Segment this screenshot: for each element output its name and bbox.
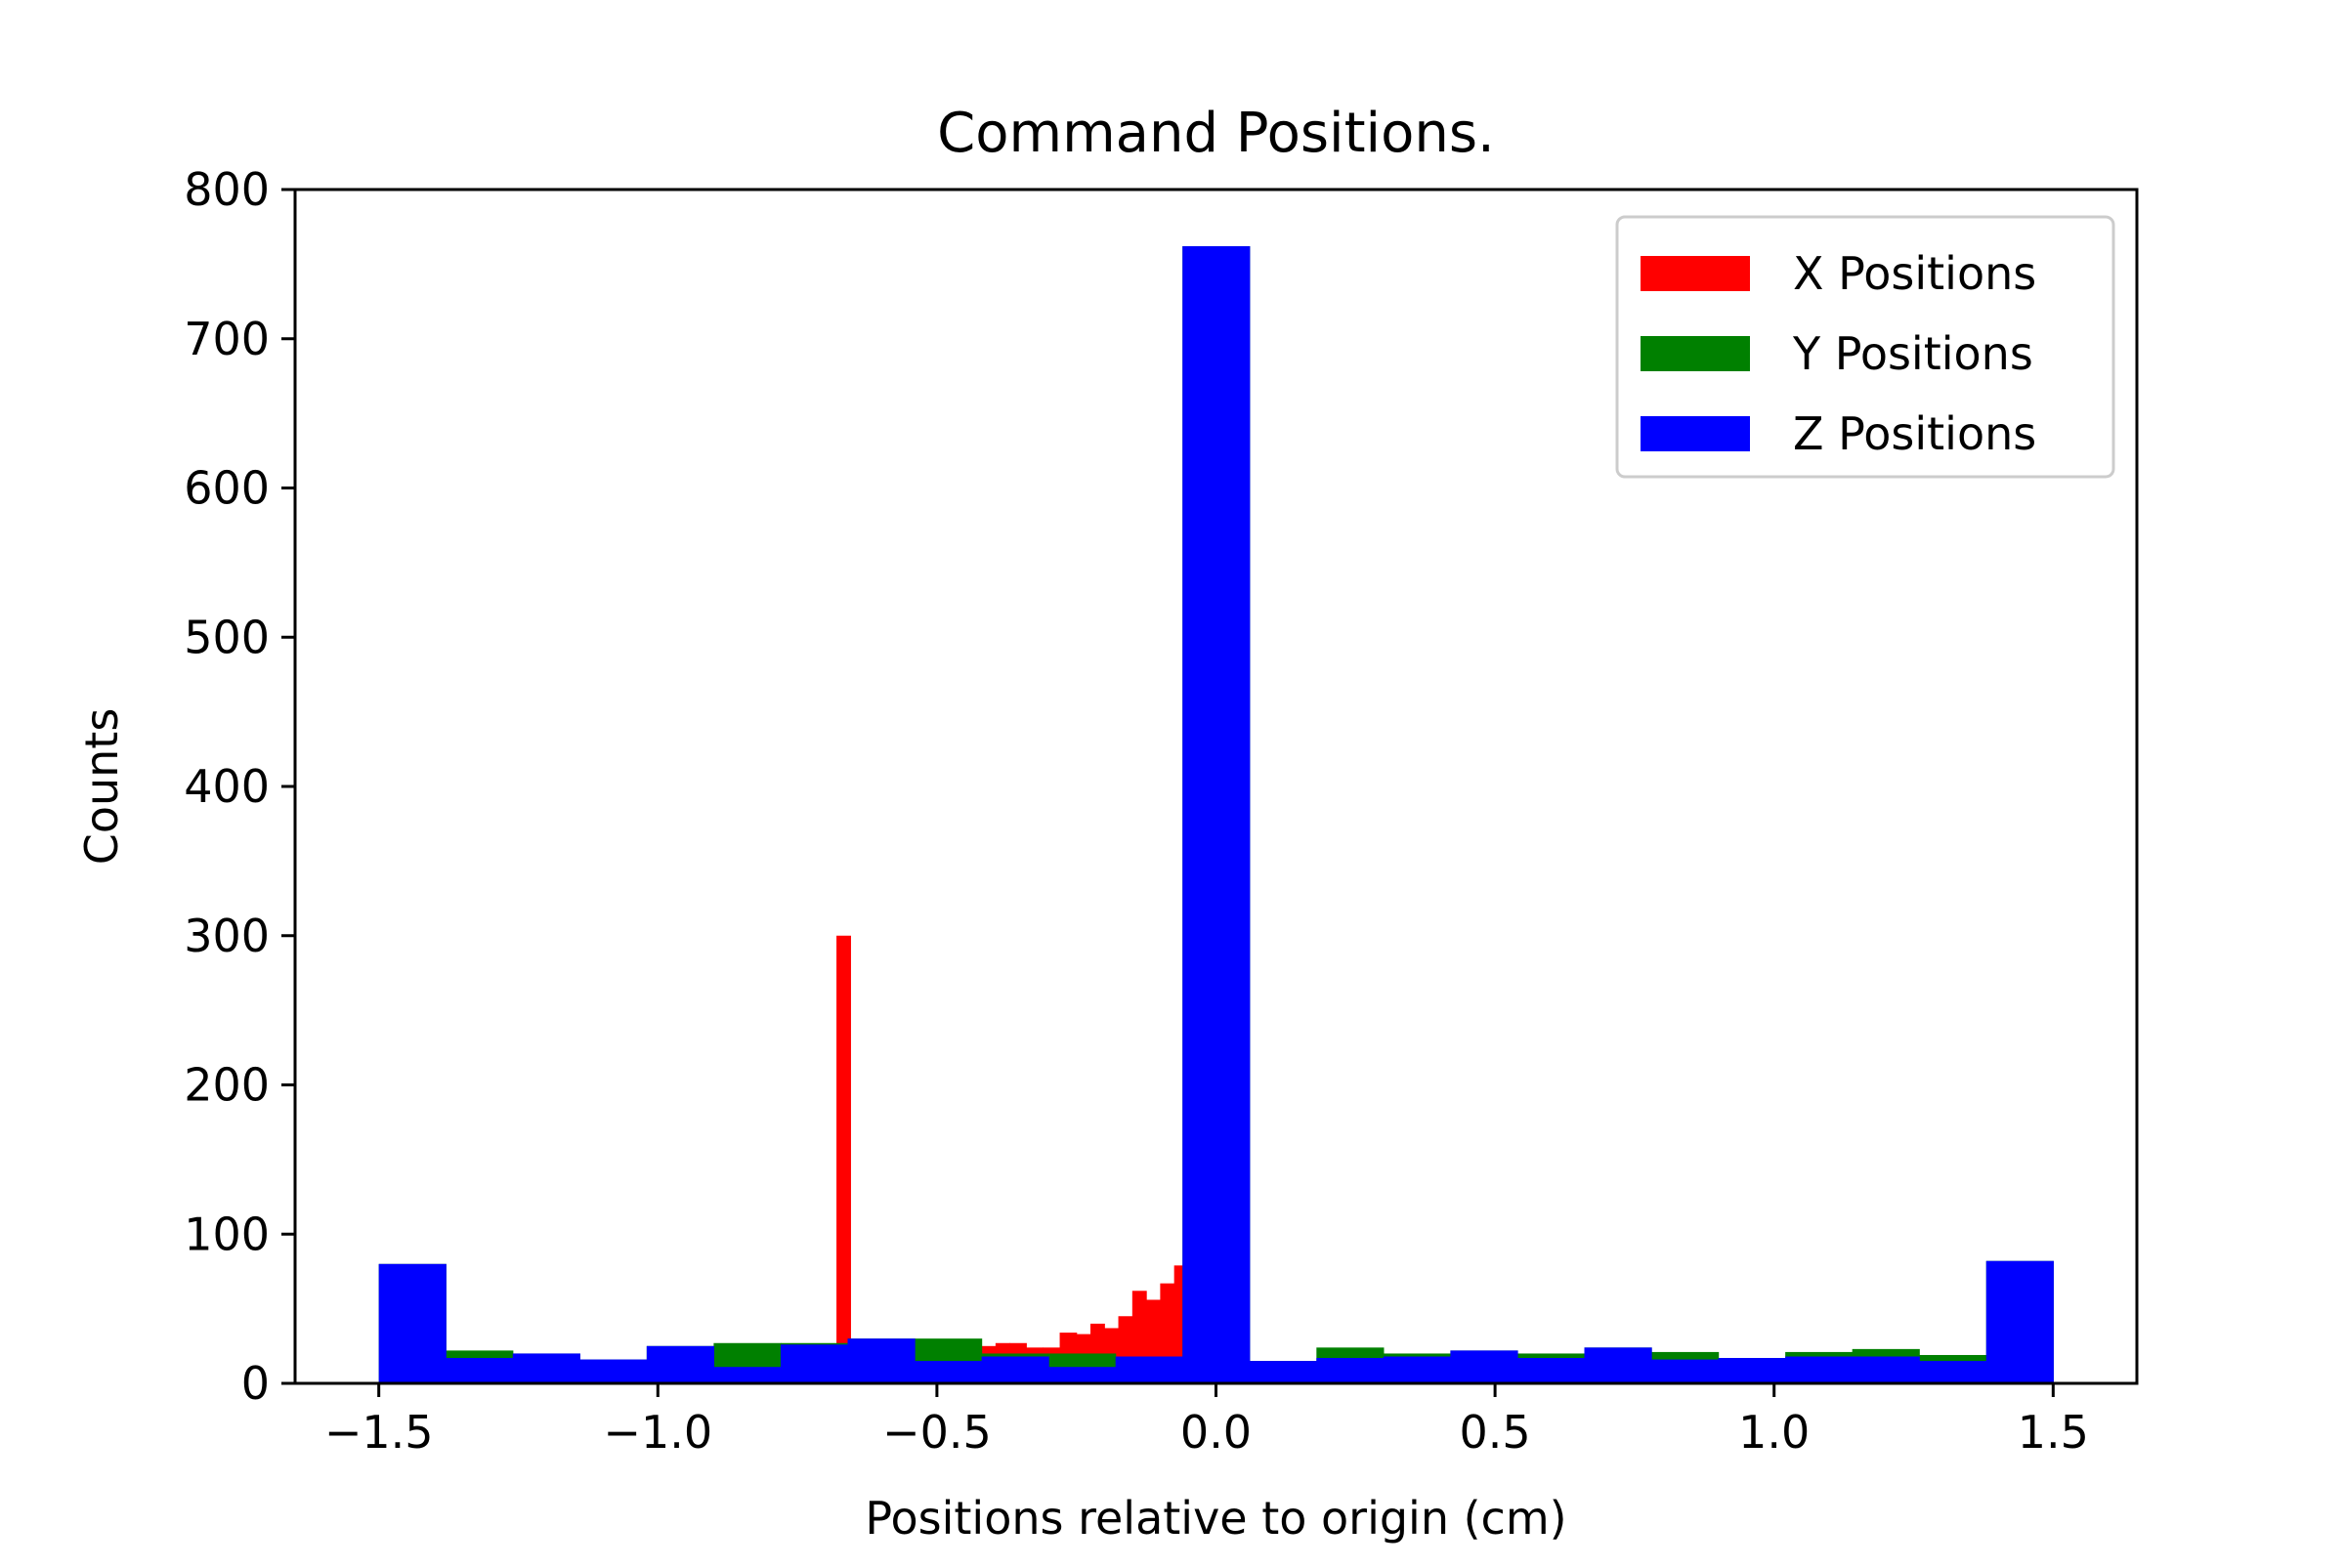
series-z-positions: [378, 246, 2054, 1383]
histogram-bar: [847, 1338, 916, 1383]
y-tick-label: 100: [184, 1208, 270, 1260]
legend-label: X Positions: [1793, 247, 2036, 300]
histogram-bar: [1182, 246, 1251, 1383]
legend: X Positions Y Positions Z Positions: [1615, 215, 2115, 479]
histogram-bar: [579, 1359, 648, 1383]
x-tick-label: −1.0: [603, 1406, 712, 1459]
histogram-bar: [1048, 1367, 1117, 1383]
histogram-bar: [836, 935, 851, 1383]
histogram-bar: [1651, 1359, 1720, 1383]
histogram-bar: [1115, 1356, 1183, 1383]
x-tick-label: 0.5: [1460, 1406, 1531, 1459]
histogram-bar: [1450, 1350, 1518, 1383]
series-x-positions: [836, 935, 1183, 1383]
x-tick-label: 0.0: [1180, 1406, 1252, 1459]
legend-swatch: [1641, 256, 1750, 291]
y-tick-label: 800: [184, 163, 270, 216]
histogram-bar: [1316, 1358, 1385, 1383]
histogram-bar: [378, 1263, 447, 1383]
legend-swatch: [1641, 416, 1750, 451]
histogram-bar: [713, 1367, 782, 1383]
histogram-bar: [1985, 1260, 2054, 1383]
y-tick-label: 300: [184, 910, 270, 962]
y-tick-label: 400: [184, 760, 270, 813]
histogram-bar: [780, 1344, 849, 1383]
histogram-bar: [1516, 1358, 1586, 1383]
legend-label: Y Positions: [1792, 327, 2033, 380]
x-axis-label: Positions relative to origin (cm): [865, 1492, 1566, 1545]
histogram-bar: [981, 1356, 1049, 1383]
histogram-bar: [915, 1361, 983, 1383]
histogram-bar: [1718, 1358, 1786, 1383]
ticks-layer: −1.5 −1.0 −0.5 0.0 0.5 1.0 1.5 0 100 200 300 400 500…: [184, 163, 2089, 1459]
y-tick-label: 700: [184, 313, 270, 365]
histogram-bar: [512, 1353, 580, 1383]
legend-swatch: [1641, 336, 1750, 371]
y-tick-label: 200: [184, 1059, 270, 1112]
x-tick-label: 1.0: [1738, 1406, 1810, 1459]
histogram-bar: [1785, 1356, 1854, 1383]
y-tick-label: 500: [184, 611, 270, 663]
histogram-bar: [1249, 1361, 1317, 1383]
chart-title: Command Positions.: [937, 102, 1495, 165]
histogram-bar: [446, 1358, 514, 1383]
x-tick-label: 1.5: [2018, 1406, 2089, 1459]
histogram-bar: [1584, 1347, 1652, 1383]
x-tick-label: −1.5: [324, 1406, 434, 1459]
histogram-bar: [1383, 1356, 1452, 1383]
y-tick-label: 600: [184, 462, 270, 515]
histogram-bar: [1919, 1361, 1987, 1383]
bars-layer: [378, 246, 2054, 1383]
y-axis-label: Counts: [75, 708, 128, 866]
histogram-bar: [1852, 1356, 1920, 1383]
histogram-bar: [1173, 1265, 1183, 1383]
y-tick-label: 0: [241, 1357, 270, 1410]
x-tick-label: −0.5: [882, 1406, 992, 1459]
histogram-bar: [646, 1345, 715, 1383]
legend-label: Z Positions: [1793, 407, 2036, 460]
